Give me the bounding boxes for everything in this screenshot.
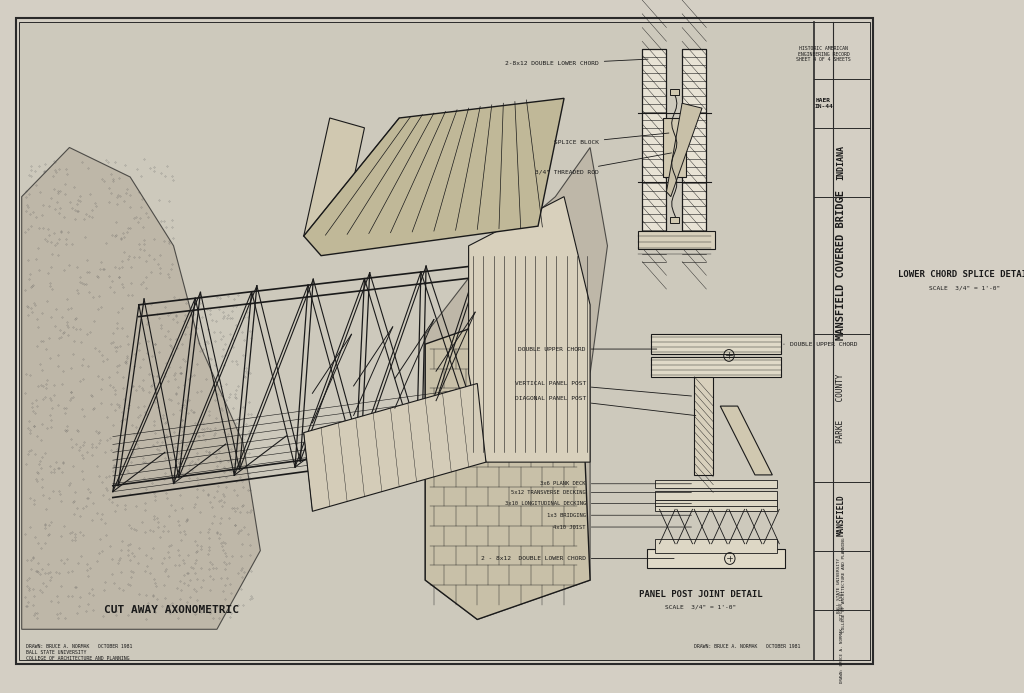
Text: CUT AWAY AXONOMETRIC: CUT AWAY AXONOMETRIC [104, 604, 240, 615]
Text: SCALE  3/4" = 1'-0": SCALE 3/4" = 1'-0" [666, 605, 736, 610]
Text: 3x6 PLANK DECK: 3x6 PLANK DECK [541, 481, 691, 486]
Polygon shape [425, 305, 590, 620]
Text: DRAWN: BRUCE A. NORMAK   OCTOBER 1981: DRAWN: BRUCE A. NORMAK OCTOBER 1981 [840, 591, 844, 683]
Bar [655, 539, 776, 552]
Bar [682, 49, 707, 246]
Text: SCALE  3/4" = 1'-0": SCALE 3/4" = 1'-0" [930, 285, 1000, 290]
Polygon shape [22, 148, 260, 629]
Bar [646, 549, 785, 568]
Text: 3x10 LONGITUDINAL DECKING: 3x10 LONGITUDINAL DECKING [505, 501, 691, 506]
Text: MANSFIELD COVERED BRIDGE: MANSFIELD COVERED BRIDGE [836, 191, 846, 340]
Text: PANEL POST JOINT DETAIL: PANEL POST JOINT DETAIL [639, 590, 763, 599]
Text: HISTORIC AMERICAN
ENGINEERING RECORD
SHEET 4 OF 4 SHEETS: HISTORIC AMERICAN ENGINEERING RECORD SHE… [797, 46, 851, 62]
Bar [670, 218, 679, 223]
Text: SPLICE BLOCK: SPLICE BLOCK [554, 133, 669, 145]
Text: DRAWN: BRUCE A. NORMAK   OCTOBER 1981: DRAWN: BRUCE A. NORMAK OCTOBER 1981 [694, 644, 801, 649]
Text: INDIANA: INDIANA [837, 145, 846, 179]
Bar [670, 89, 679, 96]
Text: DOUBLE UPPER CHORD: DOUBLE UPPER CHORD [518, 346, 656, 351]
Text: 3/4" THREADED ROD: 3/4" THREADED ROD [535, 153, 672, 175]
Bar [651, 357, 781, 376]
Text: 2-8x12 DOUBLE LOWER CHORD: 2-8x12 DOUBLE LOWER CHORD [505, 59, 648, 67]
Bar [642, 49, 667, 246]
Text: 4x10 JOIST: 4x10 JOIST [553, 525, 691, 529]
Polygon shape [304, 383, 486, 511]
Bar [655, 500, 776, 507]
Polygon shape [720, 406, 772, 475]
Bar [655, 480, 776, 488]
Text: PARKE    COUNTY: PARKE COUNTY [837, 374, 846, 443]
Text: 2 - 8x12  DOUBLE LOWER CHORD: 2 - 8x12 DOUBLE LOWER CHORD [480, 556, 674, 561]
Text: HAER
IN-44: HAER IN-44 [814, 98, 833, 109]
Polygon shape [469, 197, 590, 462]
Bar [638, 231, 715, 249]
Bar [655, 491, 776, 500]
Polygon shape [304, 118, 365, 251]
Bar [655, 502, 776, 511]
Text: LOWER CHORD SPLICE DETAIL: LOWER CHORD SPLICE DETAIL [898, 270, 1024, 279]
Bar [663, 118, 685, 177]
Bar [651, 334, 781, 354]
Polygon shape [667, 103, 702, 197]
Polygon shape [304, 98, 564, 256]
Text: DIAGONAL PANEL POST: DIAGONAL PANEL POST [514, 396, 695, 416]
Text: DRAWN: BRUCE A. NORMAK   OCTOBER 1981
BALL STATE UNIVERSITY
COLLEGE OF ARCHITECT: DRAWN: BRUCE A. NORMAK OCTOBER 1981 BALL… [26, 644, 132, 660]
Text: MANSFIELD: MANSFIELD [837, 494, 846, 536]
Text: 5x12 TRANSVERSE DECKING: 5x12 TRANSVERSE DECKING [511, 490, 691, 495]
Text: 1x3 BRIDGING: 1x3 BRIDGING [547, 513, 691, 518]
Polygon shape [425, 148, 607, 620]
Bar [694, 376, 714, 475]
Text: DOUBLE UPPER CHORD: DOUBLE UPPER CHORD [783, 342, 857, 346]
Text: BALL STATE UNIVERSITY
COLLEGE OF ARCHITECTURE AND PLANNING: BALL STATE UNIVERSITY COLLEGE OF ARCHITE… [838, 538, 846, 632]
Text: VERTICAL PANEL POST: VERTICAL PANEL POST [514, 381, 691, 396]
Bar [19, 21, 814, 660]
